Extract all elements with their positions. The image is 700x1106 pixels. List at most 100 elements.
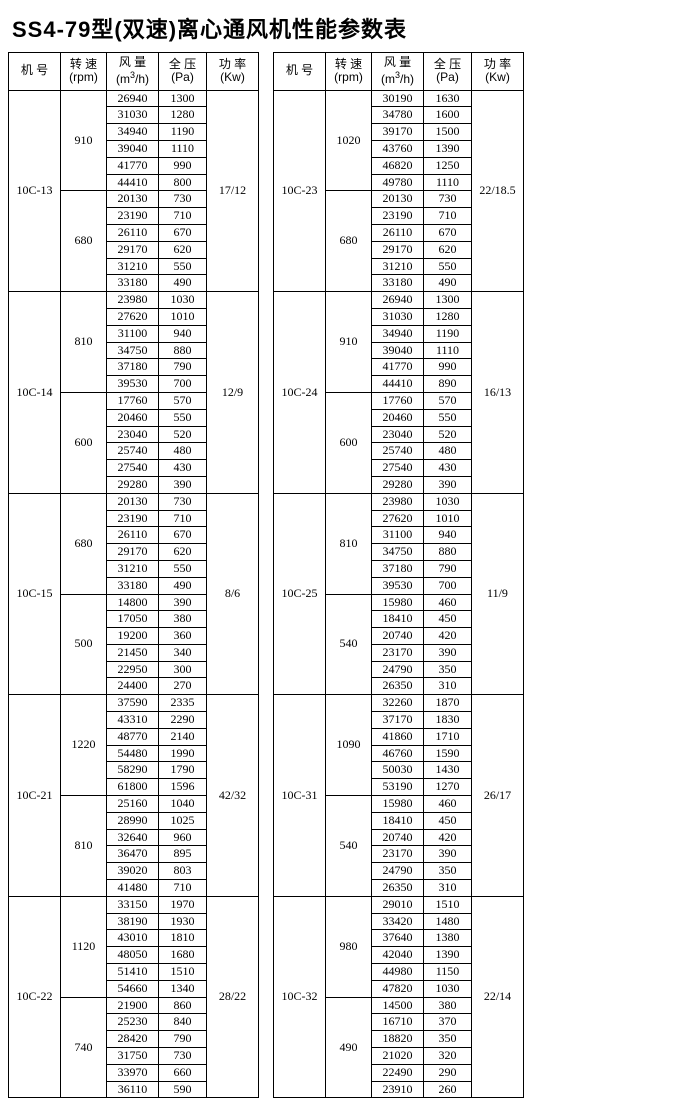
cell-pressure: 960	[159, 829, 207, 846]
cell-pressure: 730	[159, 191, 207, 208]
cell-flow: 51410	[107, 964, 159, 981]
cell-flow: 23170	[372, 846, 424, 863]
cell-flow: 33180	[372, 275, 424, 292]
cell-pressure: 730	[159, 493, 207, 510]
cell-model: 10C-31	[274, 695, 326, 897]
cell-pressure: 550	[159, 258, 207, 275]
cell-pressure: 2140	[159, 728, 207, 745]
header-model: 机 号	[9, 53, 61, 91]
cell-pressure: 1030	[424, 980, 472, 997]
cell-flow: 26110	[107, 224, 159, 241]
cell-speed: 500	[61, 594, 107, 695]
cell-pressure: 840	[159, 1014, 207, 1031]
cell-flow: 22490	[372, 1064, 424, 1081]
cell-pressure: 1510	[159, 964, 207, 981]
cell-pressure: 300	[159, 661, 207, 678]
cell-pressure: 480	[159, 443, 207, 460]
cell-flow: 27540	[372, 460, 424, 477]
cell-pressure: 790	[159, 359, 207, 376]
cell-pressure: 370	[424, 1014, 472, 1031]
cell-pressure: 390	[159, 476, 207, 493]
cell-pressure: 340	[159, 644, 207, 661]
cell-flow: 23040	[107, 426, 159, 443]
cell-pressure: 420	[424, 829, 472, 846]
cell-speed: 680	[326, 191, 372, 292]
cell-flow: 49780	[372, 174, 424, 191]
cell-power: 42/32	[207, 695, 259, 897]
cell-pressure: 490	[424, 275, 472, 292]
cell-pressure: 550	[159, 560, 207, 577]
cell-flow: 23910	[372, 1081, 424, 1098]
cell-pressure: 1600	[424, 107, 472, 124]
cell-flow: 25160	[107, 796, 159, 813]
cell-flow: 37590	[107, 695, 159, 712]
cell-flow: 33970	[107, 1064, 159, 1081]
cell-pressure: 1830	[424, 712, 472, 729]
cell-pressure: 620	[159, 544, 207, 561]
cell-flow: 16710	[372, 1014, 424, 1031]
cell-flow: 53190	[372, 779, 424, 796]
cell-pressure: 460	[424, 796, 472, 813]
cell-flow: 32640	[107, 829, 159, 846]
cell-pressure: 1500	[424, 124, 472, 141]
cell-pressure: 1430	[424, 762, 472, 779]
table-row: 10C-22112033150197028/22	[9, 896, 259, 913]
cell-pressure: 670	[424, 224, 472, 241]
cell-pressure: 940	[159, 325, 207, 342]
cell-model: 10C-14	[9, 292, 61, 494]
cell-pressure: 730	[424, 191, 472, 208]
cell-power: 12/9	[207, 292, 259, 494]
cell-flow: 26940	[372, 292, 424, 309]
cell-model: 10C-24	[274, 292, 326, 494]
cell-flow: 15980	[372, 594, 424, 611]
cell-speed: 740	[61, 997, 107, 1098]
cell-pressure: 490	[159, 275, 207, 292]
cell-speed: 540	[326, 594, 372, 695]
cell-flow: 21450	[107, 644, 159, 661]
cell-flow: 29010	[372, 896, 424, 913]
cell-pressure: 700	[424, 577, 472, 594]
cell-flow: 20740	[372, 829, 424, 846]
cell-pressure: 310	[424, 880, 472, 897]
cell-pressure: 490	[159, 577, 207, 594]
cell-flow: 26110	[107, 527, 159, 544]
cell-flow: 25740	[107, 443, 159, 460]
cell-flow: 29280	[107, 476, 159, 493]
cell-pressure: 270	[159, 678, 207, 695]
cell-flow: 39530	[107, 376, 159, 393]
cell-pressure: 890	[424, 376, 472, 393]
header-power: 功 率(Kw)	[207, 53, 259, 91]
cell-flow: 37180	[372, 560, 424, 577]
right-table: 机 号转 速(rpm)风 量(m3/h)全 压(Pa)功 率(Kw)10C-23…	[273, 52, 524, 1098]
cell-flow: 31030	[107, 107, 159, 124]
cell-flow: 39020	[107, 863, 159, 880]
cell-pressure: 880	[159, 342, 207, 359]
cell-flow: 25230	[107, 1014, 159, 1031]
cell-pressure: 1190	[159, 124, 207, 141]
cell-model: 10C-13	[9, 90, 61, 292]
cell-flow: 27620	[107, 308, 159, 325]
cell-speed: 1020	[326, 90, 372, 191]
cell-flow: 30190	[372, 90, 424, 107]
cell-flow: 37180	[107, 359, 159, 376]
cell-flow: 34750	[107, 342, 159, 359]
cell-pressure: 710	[159, 510, 207, 527]
cell-pressure: 360	[159, 628, 207, 645]
cell-flow: 25740	[372, 443, 424, 460]
cell-speed: 980	[326, 896, 372, 997]
cell-pressure: 1870	[424, 695, 472, 712]
cell-flow: 23190	[372, 208, 424, 225]
cell-pressure: 1030	[424, 493, 472, 510]
cell-flow: 36470	[107, 846, 159, 863]
header-model: 机 号	[274, 53, 326, 91]
cell-flow: 15980	[372, 796, 424, 813]
cell-flow: 21900	[107, 997, 159, 1014]
cell-power: 16/13	[472, 292, 524, 494]
cell-power: 28/22	[207, 896, 259, 1098]
cell-speed: 810	[61, 796, 107, 897]
cell-flow: 34780	[372, 107, 424, 124]
cell-flow: 41770	[107, 157, 159, 174]
cell-flow: 41860	[372, 728, 424, 745]
cell-pressure: 1390	[424, 947, 472, 964]
cell-pressure: 1030	[159, 292, 207, 309]
